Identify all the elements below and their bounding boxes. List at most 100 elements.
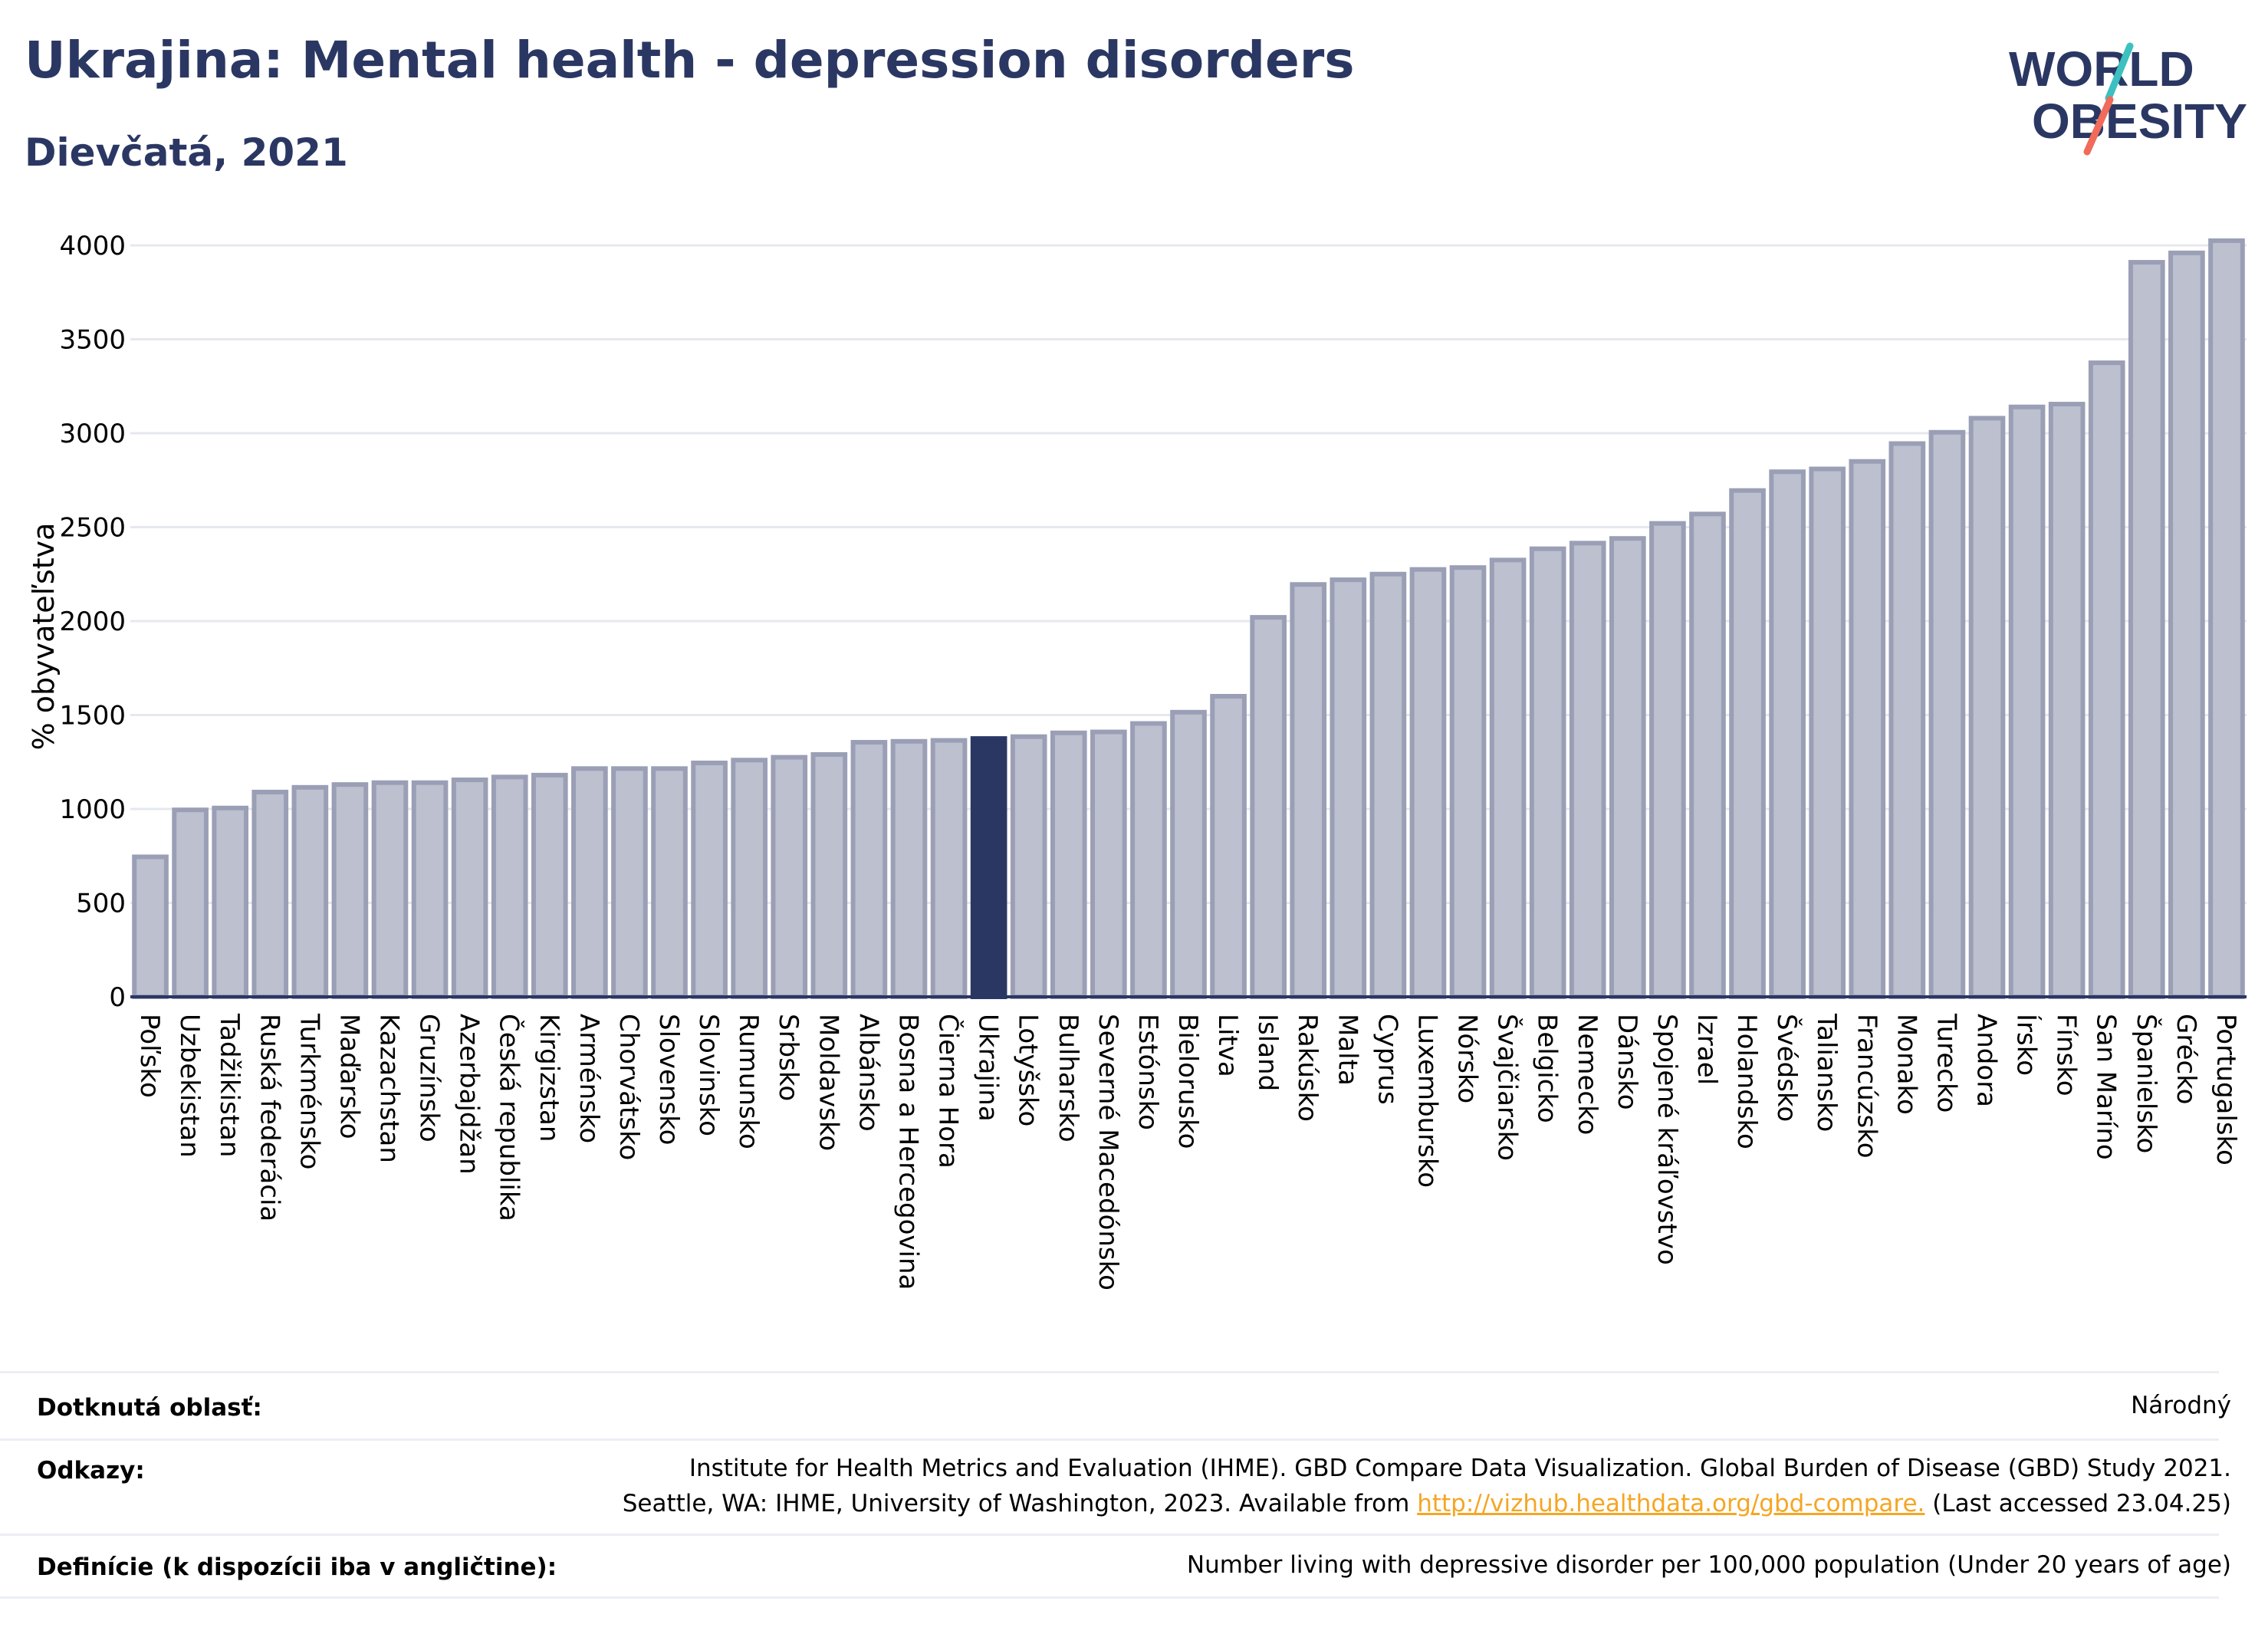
x-tick-label: Španielsko <box>2131 1014 2162 1153</box>
x-tick-label: Turkménsko <box>294 1013 324 1169</box>
x-tick-label: Monako <box>1891 1014 1921 1115</box>
y-tick-label: 2000 <box>59 607 126 637</box>
bar <box>2088 360 2125 999</box>
y-tick-label: 3000 <box>59 419 126 449</box>
y-tick-label: 500 <box>76 889 126 919</box>
bar <box>1849 459 1886 999</box>
bar <box>2008 404 2046 999</box>
y-tick-label: 0 <box>109 982 126 1013</box>
x-tick-label: Grécko <box>2171 1014 2201 1104</box>
bar <box>1130 721 1167 1000</box>
bar <box>611 766 648 999</box>
x-tick-label: Bosna a Hercegovina <box>892 1014 923 1290</box>
bar <box>1250 615 1287 999</box>
bar <box>970 736 1007 999</box>
y-tick-label: 1500 <box>59 701 126 732</box>
bar <box>172 807 209 999</box>
x-tick-label: Nórsko <box>1452 1014 1483 1103</box>
x-tick-label: Ukrajina <box>973 1014 1004 1122</box>
bar <box>1809 466 1846 999</box>
bar <box>1968 416 2006 999</box>
x-tick-label: Albánsko <box>853 1014 883 1132</box>
bar <box>731 758 768 999</box>
bar <box>2208 238 2245 999</box>
bar <box>691 760 728 999</box>
bar <box>1330 577 1367 999</box>
x-tick-label: Švédsko <box>1771 1014 1803 1122</box>
bar <box>371 780 409 999</box>
y-axis-label: % obyvateľstva <box>27 523 61 751</box>
x-tick-label: Srbsko <box>773 1014 804 1101</box>
bar <box>2128 260 2165 999</box>
y-tick-label: 4000 <box>59 231 126 261</box>
meta-area-label: Dotknutá oblasť: <box>37 1394 262 1422</box>
x-tick-label: Bulharsko <box>1053 1014 1083 1142</box>
page-title: Ukrajina: Mental health - depression dis… <box>25 31 1355 90</box>
x-tick-label: San Maríno <box>2091 1014 2122 1160</box>
y-tick-label: 2500 <box>59 513 126 544</box>
x-tick-label: Slovinsko <box>693 1014 724 1136</box>
x-tick-label: Kirgizstan <box>534 1014 564 1142</box>
meta-divider-top <box>0 1371 2219 1373</box>
bar <box>2168 250 2205 999</box>
bar <box>212 805 249 1000</box>
bar <box>1449 565 1487 999</box>
bar <box>1210 694 1247 999</box>
bar <box>291 784 329 999</box>
x-tick-label: Kazachstan <box>373 1014 404 1163</box>
bar <box>331 782 369 1000</box>
x-tick-label: Spojené kráľovstvo <box>1652 1014 1682 1265</box>
meta-refs-line2-post: (Last accessed 23.04.25) <box>1932 1490 2231 1517</box>
bar <box>1489 557 1527 999</box>
x-tick-label: Izrael <box>1691 1014 1722 1085</box>
x-tick-label: Belgicko <box>1532 1014 1563 1123</box>
bar <box>1090 729 1127 999</box>
x-tick-label: Portugalsko <box>2210 1014 2241 1165</box>
bar <box>571 766 608 999</box>
bar <box>1409 567 1447 999</box>
meta-refs-line1: Institute for Health Metrics and Evaluat… <box>689 1455 2231 1482</box>
y-tick-label: 3500 <box>59 325 126 356</box>
y-tick-label: 1000 <box>59 794 126 825</box>
bar <box>1928 429 1966 999</box>
world-obesity-logo: WORLD OBESITY <box>2009 41 2247 156</box>
x-tick-label: Malta <box>1332 1014 1362 1086</box>
x-tick-label: Rumunsko <box>733 1014 764 1149</box>
bar <box>1369 571 1407 999</box>
meta-divider-2 <box>0 1534 2219 1536</box>
x-tick-label: Cyprus <box>1372 1014 1402 1105</box>
meta-refs-link[interactable]: http://vizhub.healthdata.org/gbd-compare… <box>1417 1490 1925 1517</box>
bar <box>1769 469 1806 999</box>
x-tick-label: Francúzsko <box>1851 1014 1882 1159</box>
meta-def-value: Number living with depressive disorder p… <box>1186 1551 2231 1579</box>
bar <box>1569 541 1606 999</box>
bar <box>491 774 528 999</box>
x-tick-label: Maďarsko <box>334 1014 364 1139</box>
x-tick-label: Estónsko <box>1132 1014 1163 1130</box>
x-tick-label: Česká republika <box>494 1014 525 1221</box>
bar <box>1609 536 1646 999</box>
x-tick-label: Poľsko <box>134 1014 165 1098</box>
x-tick-label: Azerbajdžan <box>454 1014 485 1175</box>
x-tick-label: Tadžikistan <box>214 1013 245 1157</box>
meta-refs-label: Odkazy: <box>37 1457 145 1484</box>
x-tick-label: Turecko <box>1931 1013 1961 1113</box>
bar <box>1689 511 1726 999</box>
x-tick-label: Arménsko <box>574 1014 604 1143</box>
bar <box>651 766 688 999</box>
meta-area-value: Národný <box>2131 1392 2231 1419</box>
x-tick-label: Írsko <box>2011 1014 2043 1076</box>
x-tick-label: Fínsko <box>2051 1014 2082 1096</box>
x-tick-label: Slovensko <box>653 1014 684 1145</box>
meta-divider-bottom <box>0 1596 2219 1599</box>
page-subtitle: Dievčatá, 2021 <box>25 130 348 175</box>
bar <box>251 789 289 999</box>
bar <box>1729 488 1766 999</box>
bar <box>930 738 968 999</box>
x-tick-label: Holandsko <box>1731 1014 1762 1149</box>
bar <box>1170 709 1207 999</box>
bar <box>1529 546 1566 999</box>
bar <box>1649 521 1686 999</box>
x-tick-label: Čierna Hora <box>933 1014 965 1169</box>
x-tick-label: Taliansko <box>1811 1013 1842 1132</box>
